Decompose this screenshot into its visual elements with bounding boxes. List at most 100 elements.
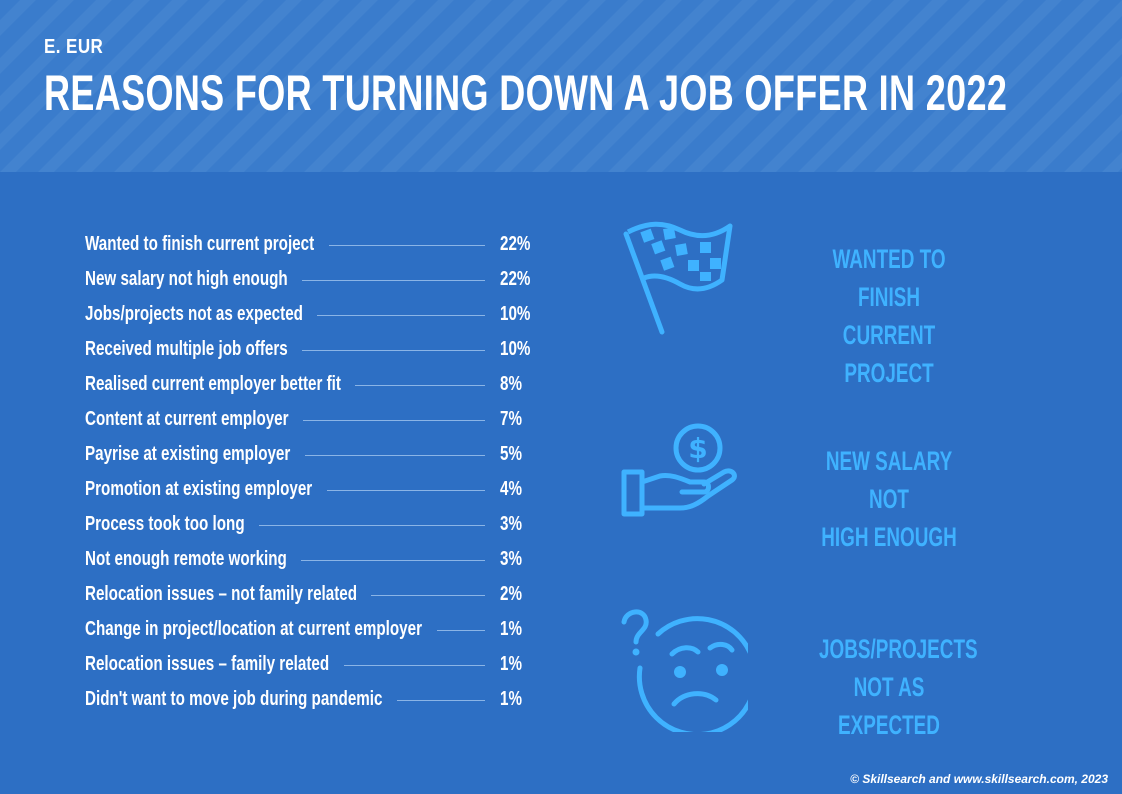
leader-line [305,455,485,456]
reason-percentage: 3% [500,548,522,570]
header-stripe [0,0,74,74]
reason-row: New salary not high enough 22% [85,264,535,299]
header-stripe [684,0,872,172]
leader-line [344,665,485,666]
reason-label: Realised current employer better fit [85,373,341,395]
reason-row: Received multiple job offers 10% [85,334,535,369]
reason-row: Relocation issues – family related 1% [85,649,535,684]
header-stripe [1064,113,1122,172]
reason-label: Content at current employer [85,408,289,430]
reason-label: New salary not high enough [85,268,288,290]
header-stripe [304,0,492,172]
leader-line [437,630,485,631]
reason-row: Content at current employer 7% [85,404,535,439]
reason-percentage: 8% [500,373,522,395]
header-stripe [76,0,264,172]
reason-label: Didn't want to move job during pandemic [85,688,383,710]
header-stripe [0,0,188,172]
reason-percentage: 1% [500,653,522,675]
header-stripe [532,0,720,172]
header-stripe [570,0,758,172]
reason-percentage: 10% [500,338,531,360]
header-stripe [266,0,454,172]
leader-line [371,595,485,596]
header-stripe [190,0,378,172]
reason-row: Promotion at existing employer 4% [85,474,535,509]
checkered-flag-icon [623,221,733,335]
copyright-footer: © Skillsearch and www.skillsearch.com, 2… [850,772,1108,786]
reason-row: Didn't want to move job during pandemic 1… [85,684,535,719]
leader-line [327,490,485,491]
reason-percentage: 22% [500,268,531,290]
reason-percentage: 2% [500,583,522,605]
highlight-3: JOBS/PROJECTS NOT AS EXPECTED [819,630,978,744]
reason-row: Realised current employer better fit 8% [85,369,535,404]
reason-row: Not enough remote working 3% [85,544,535,579]
header-stripe [950,0,1122,172]
header-stripe [114,0,302,172]
reason-row: Relocation issues – not family related 2% [85,579,535,614]
highlight-2: NEW SALARY NOT HIGH ENOUGH [819,442,959,556]
header-stripe [152,0,340,172]
reason-label: Process took too long [85,513,245,535]
header-stripe [988,38,1122,172]
leader-line [329,245,485,246]
highlight-1-line2: CURRENT PROJECT [842,320,936,388]
reason-label: Promotion at existing employer [85,478,313,500]
header-stripe [38,0,226,172]
highlight-1-line1: WANTED TO FINISH [832,244,946,312]
header-stripe [798,0,986,172]
header-stripe [0,0,150,150]
reason-row: Jobs/projects not as expected 10% [85,299,535,334]
highlight-1: WANTED TO FINISH CURRENT PROJECT [819,240,959,392]
header-stripe [874,0,1062,172]
leader-line [259,525,485,526]
leader-line [317,315,485,316]
header-stripe [912,0,1100,172]
reason-label: Not enough remote working [85,548,287,570]
page-title: REASONS FOR TURNING DOWN A JOB OFFER IN … [44,65,1008,121]
reason-percentage: 22% [500,233,531,255]
reason-percentage: 5% [500,443,522,465]
leader-line [302,280,485,281]
reason-row: Change in project/location at current em… [85,614,535,649]
leader-line [302,350,485,351]
reason-row: Wanted to finish current project 22% [85,229,535,264]
leader-line [355,385,485,386]
header-stripe [1102,152,1122,172]
reason-percentage: 1% [500,618,522,640]
reason-percentage: 4% [500,478,522,500]
header-stripe [646,0,834,172]
header-stripe [1026,76,1122,172]
reason-label: Wanted to finish current project [85,233,315,255]
leader-line [397,700,485,701]
header-stripe [456,0,644,172]
header-stripe [0,0,112,112]
reason-label: Relocation issues – family related [85,653,330,675]
leader-line [303,420,485,421]
header-stripe [760,0,948,172]
reason-label: Received multiple job offers [85,338,288,360]
header-stripe [494,0,682,172]
reason-percentage: 7% [500,408,522,430]
header-stripe [342,0,530,172]
header-stripe [722,0,910,172]
header-stripe [418,0,606,172]
reason-row: Process took too long 3% [85,509,535,544]
header-band: E. EUR REASONS FOR TURNING DOWN A JOB OF… [0,0,1122,172]
header-stripe [0,0,36,36]
region-label: E. EUR [44,36,104,58]
header-stripe [608,0,796,172]
highlight-3-line1: JOBS/PROJECTS [819,634,978,664]
hand-dollar-icon: $ [621,423,737,517]
reason-percentage: 1% [500,688,522,710]
reason-label: Relocation issues – not family related [85,583,357,605]
header-stripe [228,0,416,172]
highlight-3-line2: NOT AS EXPECTED [838,672,940,740]
reason-label: Change in project/location at current em… [85,618,423,640]
reason-percentage: 10% [500,303,531,325]
reason-label: Payrise at existing employer [85,443,291,465]
reason-label: Jobs/projects not as expected [85,303,303,325]
leader-line [301,560,485,561]
header-stripe [380,0,568,172]
